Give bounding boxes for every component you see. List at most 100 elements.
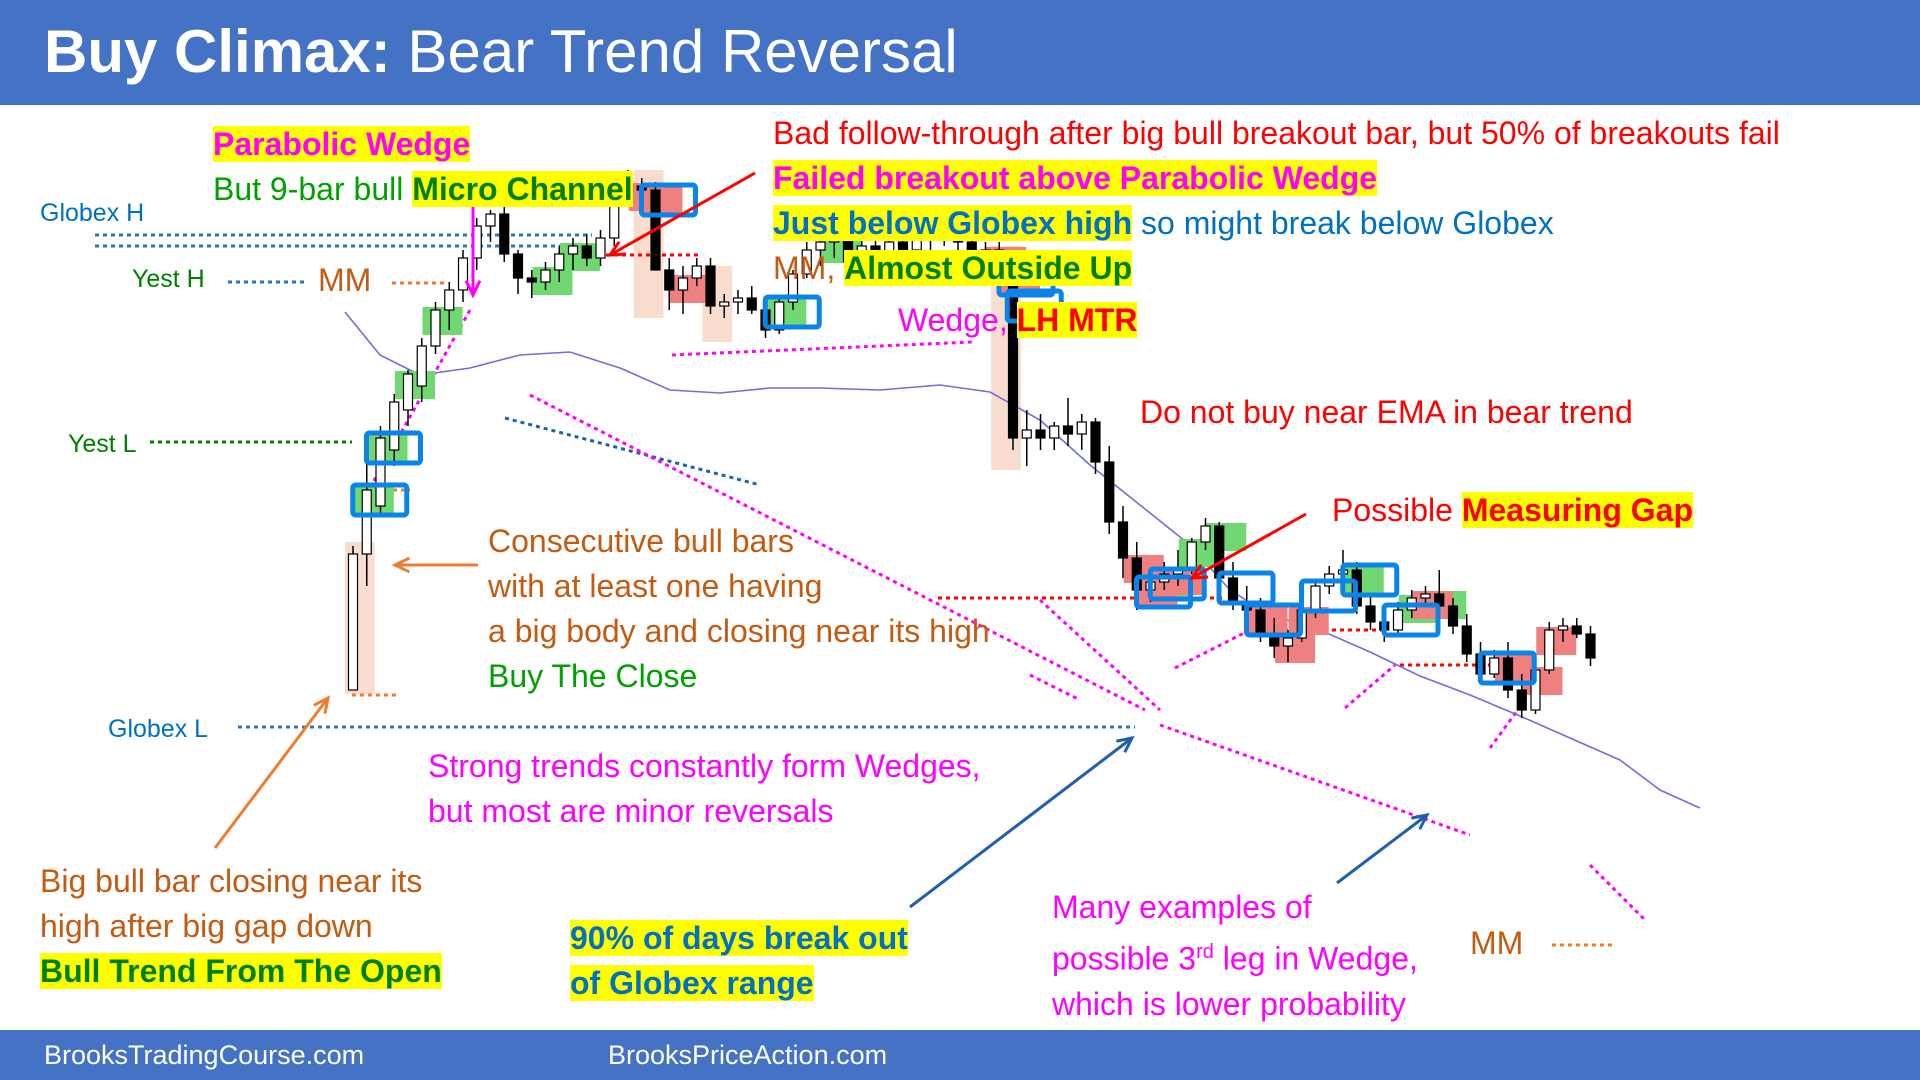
- mm-prefix: MM,: [773, 250, 845, 286]
- bad-follow-through-text: Bad follow-through after big bull breako…: [773, 115, 1780, 151]
- consecutive-line-3: a big body and closing near its high: [488, 613, 990, 649]
- bear-candle-17: [581, 245, 592, 259]
- wedge-leg-2: [1344, 663, 1396, 710]
- ninety-percent-note: 90% of days break out of Globex range: [570, 916, 908, 1006]
- bull-signal-marker-2: [395, 371, 435, 399]
- bull-candle-88: [1557, 625, 1569, 631]
- bull-candle-4: [402, 373, 414, 411]
- wedge-short-line: [1029, 673, 1081, 702]
- bear-signal-marker-1: [642, 187, 683, 215]
- bear-candle-74: [1365, 605, 1376, 623]
- bull-candle-0: [347, 553, 359, 691]
- signal-box-7: [1147, 566, 1207, 602]
- bear-signal-marker-7: [1165, 567, 1205, 595]
- bear-signal-marker-2: [670, 275, 710, 303]
- wedge-mid-line: [1038, 598, 1162, 712]
- footer-left-site: BrooksTradingCourse.com: [44, 1040, 365, 1070]
- title-bold: Buy Climax:: [44, 18, 391, 85]
- third-leg-line-1: Many examples of: [1052, 889, 1312, 925]
- bull-candle-62: [1200, 525, 1211, 543]
- bull-candle-51: [1049, 425, 1060, 439]
- bull-candle-76: [1392, 609, 1404, 631]
- bear-candle-66: [1255, 609, 1266, 635]
- micro-channel-prefix: But 9-bar bull: [213, 171, 413, 207]
- globex-high-label: Globex H: [40, 199, 145, 227]
- third-leg-arrow-shaft: [1336, 813, 1428, 885]
- bull-candle-49: [1021, 429, 1032, 439]
- title-rest: Bear Trend Reversal: [390, 18, 958, 85]
- bull-candle-87: [1544, 629, 1555, 671]
- bull-candle-68: [1282, 637, 1294, 647]
- bear-candle-80: [1447, 605, 1459, 627]
- bull-candle-8: [457, 257, 469, 291]
- bear-candle-26: [705, 265, 716, 307]
- signal-box-3: [762, 294, 822, 330]
- bull-trend-open-text: Bull Trend From The Open: [40, 953, 442, 989]
- bull-signal-marker-10: [1206, 523, 1247, 551]
- bull-candle-32: [787, 273, 799, 303]
- parabolic-wedge-arrow-head: [464, 279, 482, 299]
- bear-candle-12: [512, 253, 524, 279]
- bull-candle-16: [567, 245, 579, 255]
- big-bull-line-1: Big bull bar closing near its: [40, 863, 423, 899]
- bear-candle-56: [1117, 521, 1129, 559]
- measured-move-bottom-label: MM: [1470, 925, 1524, 961]
- globex-low-label: Globex L: [108, 715, 209, 743]
- signal-box-2: [639, 182, 698, 218]
- bull-candle-6: [430, 309, 441, 347]
- signal-box-11: [1340, 562, 1400, 598]
- bear-candle-50: [1035, 429, 1046, 439]
- strong-trends-line-1: Strong trends constantly form Wedges,: [428, 748, 981, 784]
- signal-box-13: [1477, 650, 1537, 686]
- bull-candle-27: [719, 301, 730, 307]
- big-bull-bar-arrow-head: [313, 695, 331, 714]
- parabolic-wedge-text: Parabolic Wedge: [213, 126, 471, 162]
- wedge-lower-line: [529, 393, 1146, 712]
- measuring-gap-text: Measuring Gap: [1461, 492, 1693, 528]
- wedge-leg-1: [1174, 628, 1251, 670]
- bull-candle-33: [801, 249, 812, 275]
- third-leg-line-2-post: leg in Wedge,: [1213, 940, 1418, 977]
- big-bull-bar-note: Big bull bar closing near its high after…: [40, 859, 442, 994]
- bull-candle-3: [389, 401, 400, 451]
- bull-candle-18: [595, 237, 606, 259]
- bear-candle-81: [1461, 625, 1472, 655]
- third-leg-arrow-head: [1411, 812, 1430, 830]
- wedge-prefix: Wedge,: [898, 302, 1017, 338]
- bear-channel-line: [504, 416, 761, 487]
- bull-candle-7: [444, 289, 455, 311]
- signal-box-6: [1134, 574, 1193, 610]
- bull-signal-marker-6: [766, 299, 807, 327]
- measuring-gap-arrow-shaft: [1191, 512, 1307, 580]
- bear-signal-marker-14: [1536, 627, 1577, 655]
- measuring-gap-note: Possible Measuring Gap: [1332, 488, 1693, 533]
- bull-signal-marker-5: [560, 243, 600, 271]
- yesterday-high-label: Yest H: [132, 265, 205, 293]
- signal-box-0: [350, 482, 410, 518]
- bear-candle-55: [1104, 461, 1115, 523]
- ninety-line-2: of Globex range: [570, 965, 814, 1001]
- bull-candle-10: [485, 213, 496, 227]
- bear-candle-64: [1227, 577, 1239, 603]
- bear-candle-11: [499, 213, 510, 255]
- big-bull-bar-arrow-shaft: [213, 697, 330, 849]
- consecutive-line-2: with at least one having: [488, 568, 823, 604]
- globex-high-note-rest: so might break below Globex: [1132, 205, 1554, 241]
- bull-candle-25: [691, 265, 702, 279]
- bull-candle-1: [361, 489, 372, 555]
- bull-candle-28: [732, 297, 744, 303]
- bull-candle-31: [774, 301, 785, 331]
- bear-candle-84: [1502, 657, 1514, 691]
- bull-signal-marker-3: [422, 307, 463, 335]
- signal-box-8: [1216, 570, 1276, 606]
- measuring-gap-arrow-head: [1188, 564, 1209, 580]
- bull-candle-83: [1489, 657, 1500, 675]
- measured-move-top-label: MM: [318, 262, 372, 298]
- bear-candle-13: [526, 277, 537, 283]
- bear-candle-54: [1090, 421, 1101, 463]
- footer-bar: BrooksTradingCourse.com BrooksPriceActio…: [0, 1030, 1920, 1080]
- lh-mtr-text: LH MTR: [1016, 302, 1138, 338]
- third-leg-superscript: rd: [1196, 941, 1214, 963]
- consecutive-bull-bars-note: Consecutive bull bars with at least one …: [488, 519, 990, 699]
- third-leg-line-2-pre: possible 3: [1052, 940, 1197, 977]
